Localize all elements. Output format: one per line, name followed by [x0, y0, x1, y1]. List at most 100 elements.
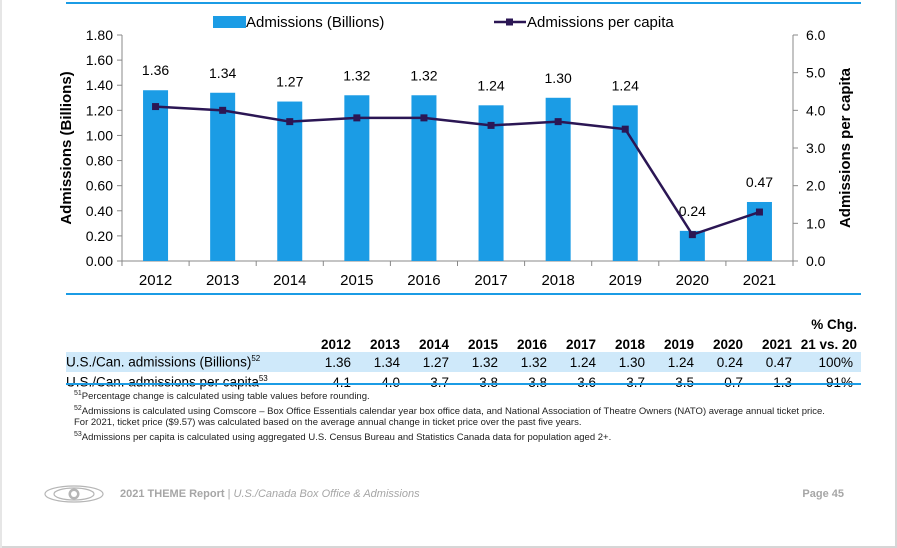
line-point: [755, 208, 763, 216]
bar-data-label: 0.47: [746, 174, 773, 190]
cell-value: 3.7: [430, 374, 449, 390]
per-capita-line: [155, 105, 760, 237]
y-tick-label: 1.00: [86, 127, 113, 143]
row-label: U.S./Can. admissions per capita53: [66, 374, 268, 390]
page-number: Page 45: [802, 488, 844, 500]
table-row: U.S./Can. admissions per capita53 4.1 4.0…: [66, 372, 861, 392]
footer-report-title: 2021 THEME Report | U.S./Canada Box Offi…: [120, 488, 420, 500]
bar-data-label: 1.32: [410, 67, 437, 83]
admissions-table: % Chg. 2012 2013 2014 2015 2016 2017 2018 2019 2…: [66, 312, 861, 392]
y2-tick-label: 1.0: [806, 215, 826, 231]
year-header: 2012: [320, 337, 351, 352]
bar-data-label: 1.34: [209, 65, 236, 81]
cell-value: 1.24: [667, 354, 694, 370]
year-header: 2017: [565, 337, 596, 352]
legend-bar-swatch: [213, 16, 246, 28]
cell-value: 0.47: [765, 354, 792, 370]
cell-value: 3.5: [675, 374, 694, 390]
footnote: 52Admissions is calculated using Comscor…: [74, 404, 825, 429]
line-point: [487, 121, 495, 129]
year-header: 2013: [369, 337, 400, 352]
cell-value: 1.30: [618, 354, 645, 370]
bar-data-label: 1.24: [612, 77, 639, 93]
y2-tick-label: 2.0: [806, 178, 826, 194]
line-point: [219, 106, 227, 114]
bar-data-label: 1.24: [477, 77, 504, 93]
line-point: [554, 118, 562, 126]
year-header: 2019: [663, 337, 694, 352]
legend-bar-label: Admissions (Billions): [246, 14, 384, 31]
row-label: U.S./Can. admissions (Billions)52: [66, 354, 261, 370]
cell-value: 3.8: [528, 374, 547, 390]
line-point: [688, 231, 696, 239]
y-tick-label: 1.60: [86, 52, 113, 68]
year-header: 2021: [761, 337, 792, 352]
footnotes: 51Percentage change is calculated using …: [74, 388, 834, 443]
cell-pct-change: 91%: [825, 374, 853, 390]
bar: [210, 92, 236, 261]
cell-value: 1.34: [373, 354, 400, 370]
page-footer: 2021 THEME Report | U.S./Canada Box Offi…: [44, 485, 844, 503]
table-bottom-rule: [66, 383, 861, 385]
cell-value: 4.1: [332, 374, 351, 390]
x-tick-label: 2014: [273, 272, 306, 289]
table-top-rule: [66, 293, 861, 295]
footnote: 51Percentage change is calculated using …: [74, 390, 370, 403]
x-tick-label: 2013: [206, 272, 239, 289]
bar-data-label: 1.32: [343, 67, 370, 83]
y2-tick-label: 5.0: [806, 65, 826, 81]
pct-change-subheader: 21 vs. 20: [800, 337, 857, 352]
y2-tick-label: 3.0: [806, 140, 826, 156]
y2-tick-label: 4.0: [806, 102, 826, 118]
cell-value: 3.8: [479, 374, 498, 390]
y-axis-label: Admissions (Billions): [58, 71, 75, 224]
bar: [143, 90, 169, 261]
y2-tick-label: 0.0: [806, 253, 826, 269]
bar: [411, 95, 437, 262]
year-header: 2014: [418, 337, 449, 352]
bar: [344, 95, 370, 262]
bar-data-label: 1.30: [545, 70, 572, 86]
y-tick-label: 1.80: [86, 27, 113, 43]
line-point: [152, 103, 160, 111]
cell-pct-change: 100%: [818, 354, 853, 370]
y-tick-label: 0.60: [86, 178, 113, 194]
line-point: [286, 118, 294, 126]
y-tick-label: 1.40: [86, 77, 113, 93]
chart-line: [152, 103, 763, 239]
cell-value: 0.24: [716, 354, 743, 370]
y2-tick-label: 6.0: [806, 27, 826, 43]
cell-value: 3.7: [626, 374, 645, 390]
top-rule: [66, 2, 861, 4]
chart-legend: Admissions (Billions) Admissions per cap…: [213, 14, 674, 31]
line-point: [353, 114, 361, 122]
y-tick-label: 1.20: [86, 102, 113, 118]
chart-axes: 0.00 0.20 0.40 0.60 0.80 1.00 1.20 1.40 1.60 1.80…: [86, 27, 826, 289]
cell-value: 1.32: [471, 354, 498, 370]
admissions-chart: Admissions (Billions) Admissions per cap…: [58, 14, 854, 289]
cell-value: 4.0: [381, 374, 400, 390]
y-tick-label: 0.00: [86, 253, 113, 269]
year-header: 2015: [467, 337, 498, 352]
cell-value: 3.6: [577, 374, 596, 390]
bar: [478, 105, 504, 261]
line-point: [621, 125, 629, 133]
x-tick-label: 2018: [541, 272, 574, 289]
line-point: [420, 114, 428, 122]
x-tick-label: 2020: [676, 272, 709, 289]
table-header-row-2: 2012 2013 2014 2015 2016 2017 2018 2019 2020 2021…: [66, 332, 861, 352]
bar-data-label: 1.27: [276, 74, 303, 90]
cell-value: 0.7: [724, 374, 743, 390]
mpa-logo-icon: [44, 485, 104, 503]
x-tick-label: 2019: [609, 272, 642, 289]
y-tick-label: 0.40: [86, 203, 113, 219]
legend-line-marker: [506, 18, 513, 26]
cell-value: 1.27: [422, 354, 449, 370]
x-tick-label: 2015: [340, 272, 373, 289]
footnote: 53Admissions per capita is calculated us…: [74, 430, 612, 443]
x-tick-label: 2017: [474, 272, 507, 289]
table-header-row-1: % Chg.: [66, 312, 861, 332]
x-tick-label: 2021: [743, 272, 776, 289]
cell-value: 1.36: [324, 354, 351, 370]
